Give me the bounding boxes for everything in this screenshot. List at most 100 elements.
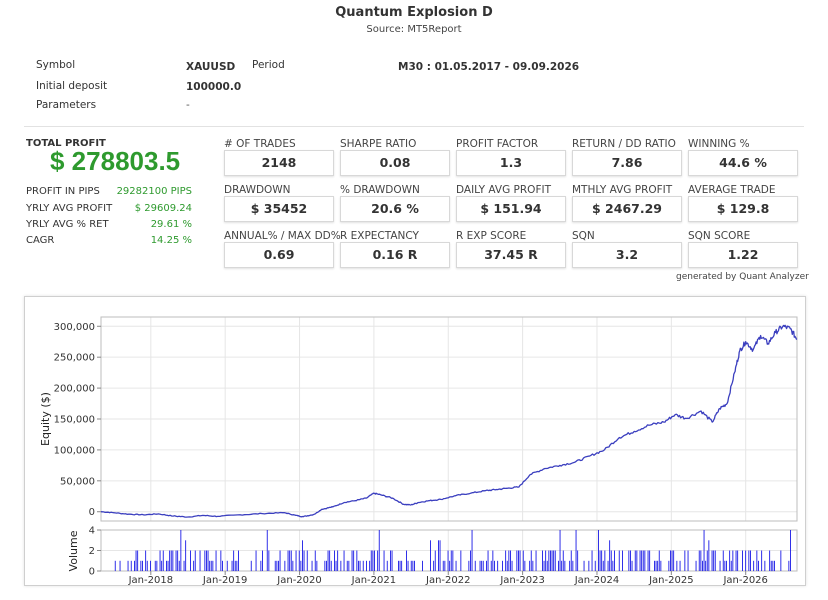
stat-label-drawdown: DRAWDOWN [224, 184, 291, 196]
volume-bar [599, 550, 601, 571]
volume-bar [695, 560, 697, 572]
volume-bar [298, 550, 300, 571]
volume-bar [702, 560, 703, 572]
volume-bar [212, 560, 214, 572]
stat-value-sqn: 3.2 [572, 242, 682, 268]
volume-bar [490, 560, 492, 572]
volume-bar [706, 550, 708, 571]
volume-bar [668, 560, 670, 572]
stat-label-mthly-avg: MTHLY AVG PROFIT [572, 184, 673, 196]
volume-bar [250, 560, 252, 572]
volume-bar [127, 560, 129, 572]
volume-bar [401, 560, 403, 572]
volume-bar [671, 550, 673, 571]
volume-bar [532, 560, 534, 572]
generated-by-note: generated by Quant Analyzer [676, 272, 809, 282]
stat-value-sharpe: 0.08 [340, 150, 450, 176]
volume-bar [185, 540, 187, 572]
stat-label-r-expectancy: R EXPECTANCY [340, 230, 419, 242]
volume-bar [764, 560, 766, 572]
volume-bar [234, 560, 236, 572]
volume-bar [676, 560, 678, 572]
volume-bar [562, 550, 564, 571]
volume-bar [550, 550, 551, 571]
stat-value-trades: 2148 [224, 150, 334, 176]
volume-bar [327, 550, 329, 571]
volume-bar [628, 550, 630, 571]
volume-bar [511, 560, 513, 572]
volume-bar [450, 550, 452, 571]
volume-bar [470, 550, 471, 571]
x-tick-label: Jan-2018 [128, 575, 173, 585]
volume-bar [137, 550, 139, 571]
period-label: Period [252, 59, 285, 71]
summary-row-label: PROFIT IN PIPS [26, 186, 100, 197]
volume-bar [471, 530, 473, 571]
summary-row-value: $ 29609.24 [134, 203, 192, 214]
volume-bar [215, 550, 217, 571]
stat-value-winning: 44.6 % [688, 150, 798, 176]
parameters-value: - [186, 99, 190, 111]
volume-bar [577, 550, 579, 571]
stat-label-r-exp-score: R EXP SCORE [456, 230, 527, 242]
volume-bar [231, 560, 233, 572]
volume-bar [207, 550, 209, 571]
total-profit-label: TOTAL PROFIT [26, 138, 106, 149]
stat-label-sharpe: SHARPE RATIO [340, 138, 417, 150]
volume-bar [492, 550, 494, 571]
volume-bar [788, 560, 790, 572]
volume-bar [753, 560, 755, 572]
volume-bar [657, 560, 659, 572]
volume-bar [654, 560, 655, 572]
volume-bar [114, 560, 116, 572]
volume-bar [353, 550, 355, 571]
volume-bar [222, 560, 223, 572]
volume-bar [761, 550, 763, 571]
volume-bar [204, 550, 206, 571]
volume-bar [262, 550, 263, 571]
volume-bar [482, 560, 484, 572]
volume-bar [588, 560, 590, 572]
volume-bar [209, 560, 211, 572]
volume-bar [343, 550, 345, 571]
volume-bar [166, 560, 167, 572]
volume-bar [377, 550, 379, 571]
volume-bar [177, 550, 179, 571]
volume-bar [414, 560, 415, 572]
volume-bar [487, 550, 489, 571]
stat-value-return-dd: 7.86 [572, 150, 682, 176]
volume-bar [161, 560, 163, 572]
volume-bar [726, 560, 727, 572]
volume-bar [748, 550, 750, 571]
equity-chart-panel: 0 50,000 100,000 150,000 200,000 250,000 300,0… [24, 296, 806, 586]
report-source: Source: MT5Report [366, 24, 462, 35]
volume-bar [150, 560, 151, 572]
volume-bar [134, 560, 135, 572]
volume-bar [711, 550, 713, 571]
equity-grid [101, 317, 797, 521]
initial-deposit-label: Initial deposit [36, 80, 108, 92]
volume-bar [362, 560, 364, 572]
volume-bar [543, 560, 545, 572]
volume-bar [444, 560, 446, 572]
volume-bar [159, 550, 161, 571]
volume-bar [639, 550, 641, 571]
volume-bar [529, 560, 531, 572]
stat-value-daily-avg: $ 151.94 [456, 196, 566, 222]
report-title: Quantum Explosion D [335, 5, 493, 20]
volume-bar [713, 550, 715, 571]
volume-bar [154, 560, 156, 572]
volume-bar [750, 550, 751, 571]
volume-bar [290, 550, 292, 571]
volume-bar [602, 560, 604, 572]
volume-bar [434, 550, 436, 571]
volume-bar [162, 550, 164, 571]
volume-bar [742, 550, 743, 571]
volume-bar [468, 560, 470, 572]
equity-chart: 0 50,000 100,000 150,000 200,000 250,000 300,0… [39, 316, 798, 586]
volume-bar [564, 560, 566, 572]
volume-bar [210, 560, 212, 572]
volume-bar [386, 560, 388, 572]
volume-bar [190, 550, 191, 571]
volume-bar [506, 560, 508, 572]
